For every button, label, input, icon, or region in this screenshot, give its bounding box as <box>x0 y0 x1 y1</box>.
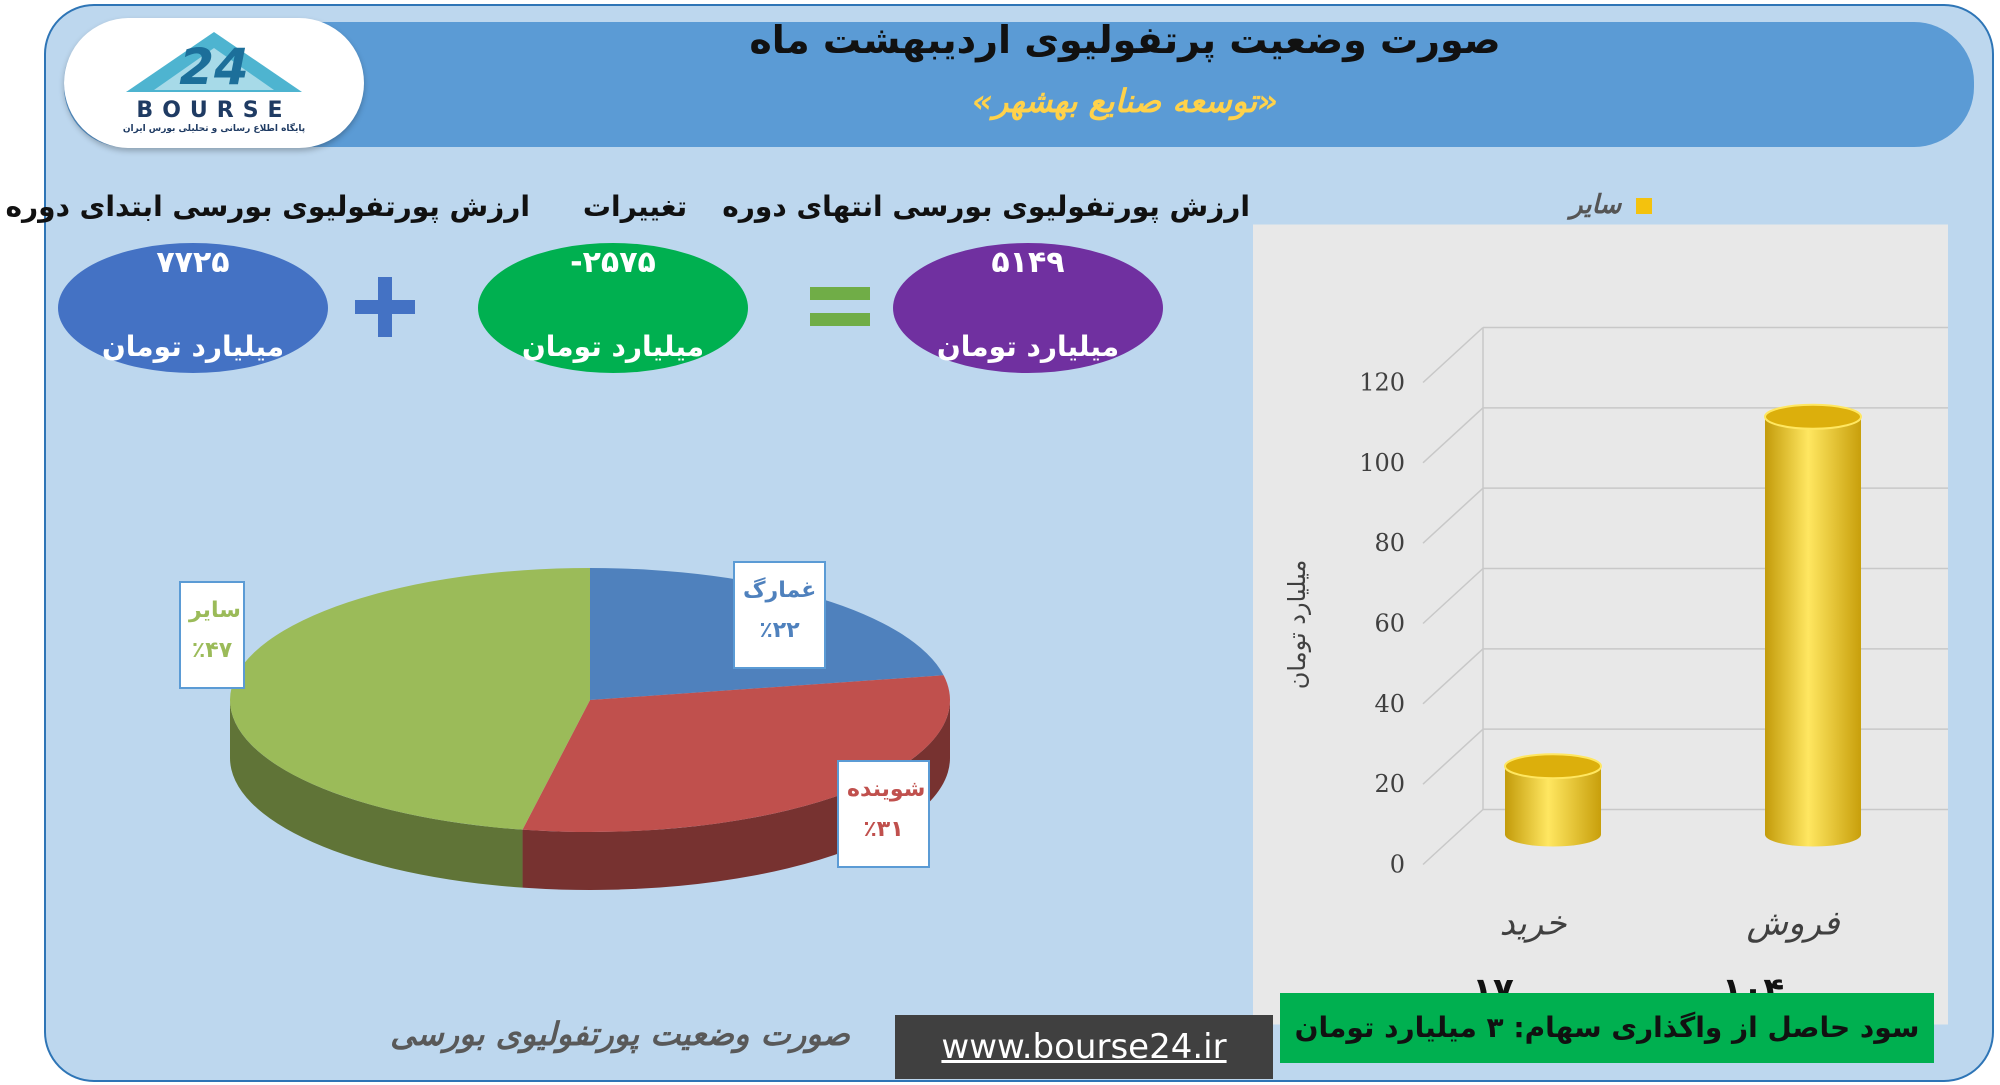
change-label: تغییرات <box>582 190 688 223</box>
grid-diagonal-5 <box>1422 407 1484 464</box>
grid-diagonal-6 <box>1422 326 1484 384</box>
pie-label-ghmarg-name: غمارگ <box>743 578 817 603</box>
logo-brand: BOURSE <box>136 98 292 123</box>
change-value: -۲۵۷۵ <box>570 245 656 280</box>
logo-mark: 24 <box>179 38 249 96</box>
y-tick-label-5: 100 <box>1359 449 1405 477</box>
bar-0 <box>1504 753 1602 847</box>
grid-diagonal-4 <box>1422 487 1484 544</box>
start-value: ۷۷۲۵ <box>156 245 230 280</box>
pie-slice-2 <box>229 568 590 830</box>
y-tick-label-1: 20 <box>1374 770 1405 798</box>
header-band <box>64 22 1974 147</box>
legend-series-name: سایر <box>1570 190 1622 220</box>
equals-icon <box>810 287 870 326</box>
bar-top-0 <box>1504 753 1602 780</box>
logo-roof-icon <box>126 32 302 92</box>
y-tick-label-0: 0 <box>1390 851 1405 879</box>
plus-icon <box>355 277 415 337</box>
start-unit: میلیارد تومان <box>101 330 285 363</box>
grid-diagonal-3 <box>1422 567 1484 625</box>
pie-chart <box>229 568 951 890</box>
y-tick-label-6: 120 <box>1359 369 1405 397</box>
pie-label-shooyandeh: شوینده ٪۳۱ <box>837 760 930 868</box>
bar-gridlines <box>1422 326 1948 866</box>
y-tick-label-3: 60 <box>1374 610 1405 638</box>
pie-label-shooyandeh-value: ٪۳۱ <box>863 817 904 842</box>
y-axis-label: میلیارد تومان <box>1283 560 1311 689</box>
website-link[interactable]: www.bourse24.ir <box>895 1015 1273 1079</box>
end-unit: میلیارد تومان <box>936 330 1120 363</box>
page-subtitle: «توسعه صنایع بهشهر» <box>972 82 1278 120</box>
change-value-oval: -۲۵۷۵ میلیارد تومان <box>478 243 748 373</box>
y-tick-label-2: 40 <box>1374 690 1405 718</box>
end-value: ۵۱۴۹ <box>991 245 1065 280</box>
pie-label-shooyandeh-name: شوینده <box>847 777 926 802</box>
pie-side-2 <box>230 700 523 888</box>
start-value-oval: ۷۷۲۵ میلیارد تومان <box>58 243 328 373</box>
footer-title: صورت وضعیت پورتفولیوی بورسی <box>390 1015 850 1053</box>
pie-label-sayer-value: ٪۴۷ <box>191 638 233 663</box>
pie-label-ghmarg-value: ٪۲۲ <box>759 618 800 643</box>
profit-banner: سود حاصل از واگذاری سهام: ۳ میلیارد توما… <box>1280 993 1934 1063</box>
legend-swatch-icon <box>1636 197 1653 214</box>
grid-diagonal-1 <box>1422 728 1484 785</box>
logo-tagline: پایگاه اطلاع رسانی و تحلیلی بورس ایران <box>122 124 306 134</box>
y-tick-label-4: 80 <box>1374 529 1405 557</box>
bar-1 <box>1764 403 1862 847</box>
pie-label-sayer: سایر ٪۴۷ <box>179 581 245 689</box>
end-value-oval: ۵۱۴۹ میلیارد تومان <box>893 243 1163 373</box>
bar-top-1 <box>1764 403 1862 430</box>
x-tick-label-1: فروش <box>1747 904 1841 944</box>
start-value-label: ارزش پورتفولیوی بورسی ابتدای دوره <box>5 190 530 223</box>
page-title: صورت وضعیت پرتفولیوی اردیبهشت ماه <box>749 18 1501 62</box>
x-tick-label-0: خرید <box>1499 904 1567 944</box>
pie-label-ghmarg: غمارگ ٪۲۲ <box>733 561 826 669</box>
bar-body-0 <box>1505 766 1601 847</box>
change-unit: میلیارد تومان <box>521 330 705 363</box>
grid-diagonal-0 <box>1422 808 1484 866</box>
bar-body-1 <box>1765 416 1861 847</box>
bar-legend: سایر <box>1570 190 1653 220</box>
grid-diagonal-2 <box>1422 648 1484 705</box>
logo: 24 BOURSE پایگاه اطلاع رسانی و تحلیلی بو… <box>64 18 364 148</box>
end-value-label: ارزش پورتفولیوی بورسی انتهای دوره <box>722 190 1250 223</box>
pie-label-sayer-name: سایر <box>189 598 241 623</box>
